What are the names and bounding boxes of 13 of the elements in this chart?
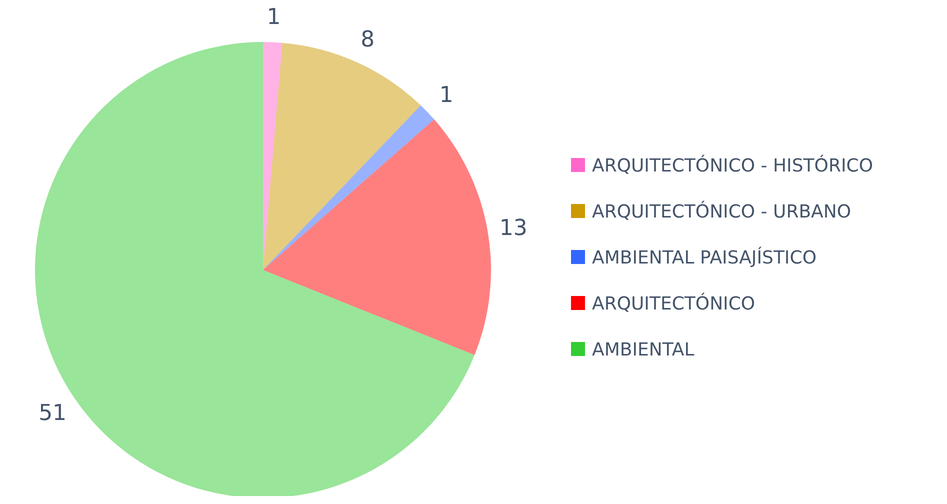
pie-slice [263,119,491,356]
pie-slice [263,42,282,270]
data-label: 1 [439,82,454,108]
data-label: 51 [38,400,67,426]
data-label: 1 [266,4,281,30]
legend-label: AMBIENTAL [592,339,694,360]
legend-label: ARQUITECTÓNICO - URBANO [592,200,851,222]
legend-label: ARQUITECTÓNICO [592,292,756,314]
legend-label: ARQUITECTÓNICO - HISTÓRICO [592,154,874,176]
legend-label: AMBIENTAL PAISAJÍSTICO [592,246,816,268]
pie-slice [263,105,434,270]
data-label: 8 [360,27,375,52]
data-label: 13 [499,216,528,241]
